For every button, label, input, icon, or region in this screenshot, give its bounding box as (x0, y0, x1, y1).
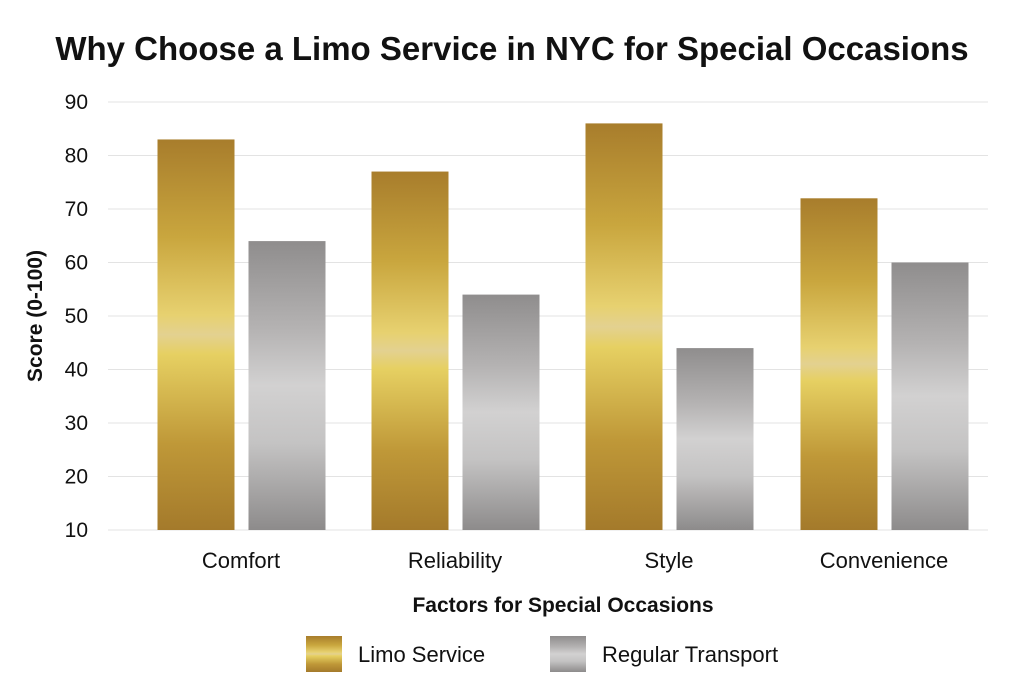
bar-limo-service-style (585, 123, 663, 531)
x-category-label: Convenience (820, 548, 948, 573)
bar-regular-transport-style (676, 348, 754, 530)
legend: Limo Service Regular Transport (306, 636, 778, 672)
bar-regular-transport-comfort (248, 241, 326, 530)
bar-limo-service-comfort (157, 139, 235, 530)
bar-regular-transport-reliability (462, 294, 540, 530)
legend-swatch-limo-service (306, 636, 342, 672)
bar-limo-service-reliability (371, 171, 449, 531)
chart-title: Why Choose a Limo Service in NYC for Spe… (55, 30, 968, 67)
y-tick-label: 30 (65, 412, 88, 435)
x-category-label: Reliability (408, 548, 502, 573)
y-tick-label: 90 (65, 91, 88, 114)
y-tick-label: 20 (65, 466, 88, 489)
x-category-label: Comfort (202, 548, 280, 573)
y-tick-label: 10 (65, 519, 88, 542)
y-tick-label: 40 (65, 359, 88, 382)
legend-swatch-regular-transport (550, 636, 586, 672)
y-tick-label: 50 (65, 305, 88, 328)
bars (157, 123, 969, 531)
x-category-label: Style (645, 548, 694, 573)
bar-limo-service-convenience (800, 198, 878, 531)
y-tick-label: 70 (65, 198, 88, 221)
y-axis-label: Score (0-100) (24, 250, 47, 382)
y-axis-ticks: 10 20 30 40 50 60 70 80 90 (65, 91, 88, 542)
x-axis-label: Factors for Special Occasions (412, 594, 713, 617)
x-axis-categories: Comfort Reliability Style Convenience (202, 548, 948, 573)
y-tick-label: 60 (65, 252, 88, 275)
legend-label-limo-service: Limo Service (358, 642, 485, 667)
legend-label-regular-transport: Regular Transport (602, 642, 778, 667)
bar-regular-transport-convenience (891, 262, 969, 530)
y-tick-label: 80 (65, 145, 88, 168)
